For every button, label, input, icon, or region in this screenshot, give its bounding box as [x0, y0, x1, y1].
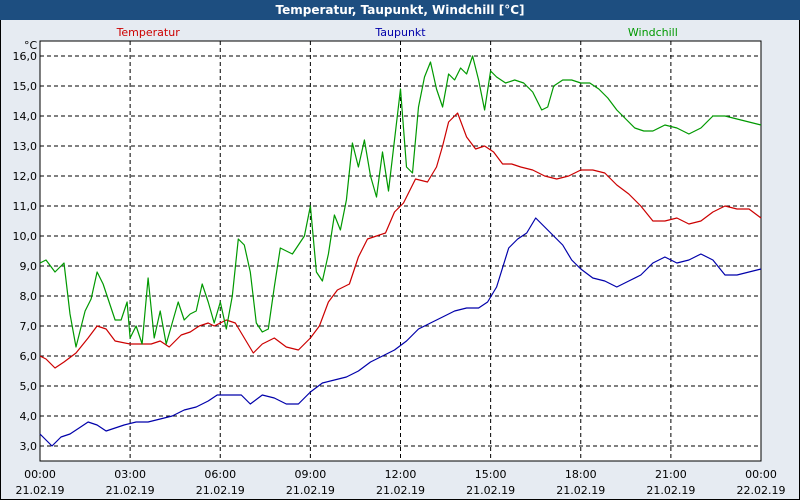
x-tick-time: 00:00 [24, 468, 56, 481]
y-tick-label: 3,0 [20, 440, 38, 453]
x-tick-time: 18:00 [565, 468, 597, 481]
y-tick-label: 13,0 [13, 140, 38, 153]
legend-item-windchill: Windchill [628, 26, 678, 39]
x-tick-time: 09:00 [295, 468, 327, 481]
series-line-taupunkt [39, 217, 762, 447]
y-tick-label: 8,0 [20, 290, 38, 303]
x-tick-time: 06:00 [204, 468, 236, 481]
y-tick-label: 12,0 [13, 170, 38, 183]
y-tick-label: 11,0 [13, 200, 38, 213]
x-tick-time: 12:00 [385, 468, 417, 481]
x-tick-date: 21.02.19 [106, 484, 155, 497]
x-tick-date: 21.02.19 [196, 484, 245, 497]
x-tick-time: 00:00 [745, 468, 777, 481]
y-tick-label: 9,0 [20, 260, 38, 273]
x-tick-time: 21:00 [655, 468, 687, 481]
series-line-temperatur [39, 112, 762, 369]
x-tick-date: 22.02.19 [737, 484, 786, 497]
x-tick-date: 21.02.19 [376, 484, 425, 497]
series-lines [39, 55, 762, 447]
x-tick-date: 21.02.19 [16, 484, 65, 497]
grid-lines [40, 41, 761, 461]
series-line-windchill [39, 55, 762, 348]
chart-title: Temperatur, Taupunkt, Windchill [°C] [0, 0, 800, 20]
y-axis-ticks: 3,0 4,0 5,0 6,0 7,0 8,0 9,0 10,0 11,0 12,0 13,0 14,… [13, 50, 38, 453]
y-tick-label: 10,0 [13, 230, 38, 243]
legend: Temperatur Taupunkt Windchill [116, 26, 678, 39]
x-tick-date: 21.02.19 [286, 484, 335, 497]
y-tick-label: 7,0 [20, 320, 38, 333]
y-tick-label: 5,0 [20, 380, 38, 393]
x-axis-ticks: 00:00 21.02.19 03:00 21.02.19 06:00 21.02.19 0… [16, 468, 786, 497]
y-tick-label: 4,0 [20, 410, 38, 423]
x-tick-time: 03:00 [114, 468, 146, 481]
x-tick-time: 15:00 [475, 468, 507, 481]
y-tick-label: 15,0 [13, 80, 38, 93]
x-tick-date: 21.02.19 [556, 484, 605, 497]
legend-item-temperatur: Temperatur [116, 26, 181, 39]
legend-item-taupunkt: Taupunkt [374, 26, 426, 39]
y-axis-unit: °C [24, 39, 38, 52]
x-tick-date: 21.02.19 [646, 484, 695, 497]
y-tick-label: 14,0 [13, 110, 38, 123]
y-tick-label: 16,0 [13, 50, 38, 63]
y-tick-label: 6,0 [20, 350, 38, 363]
x-tick-date: 21.02.19 [466, 484, 515, 497]
